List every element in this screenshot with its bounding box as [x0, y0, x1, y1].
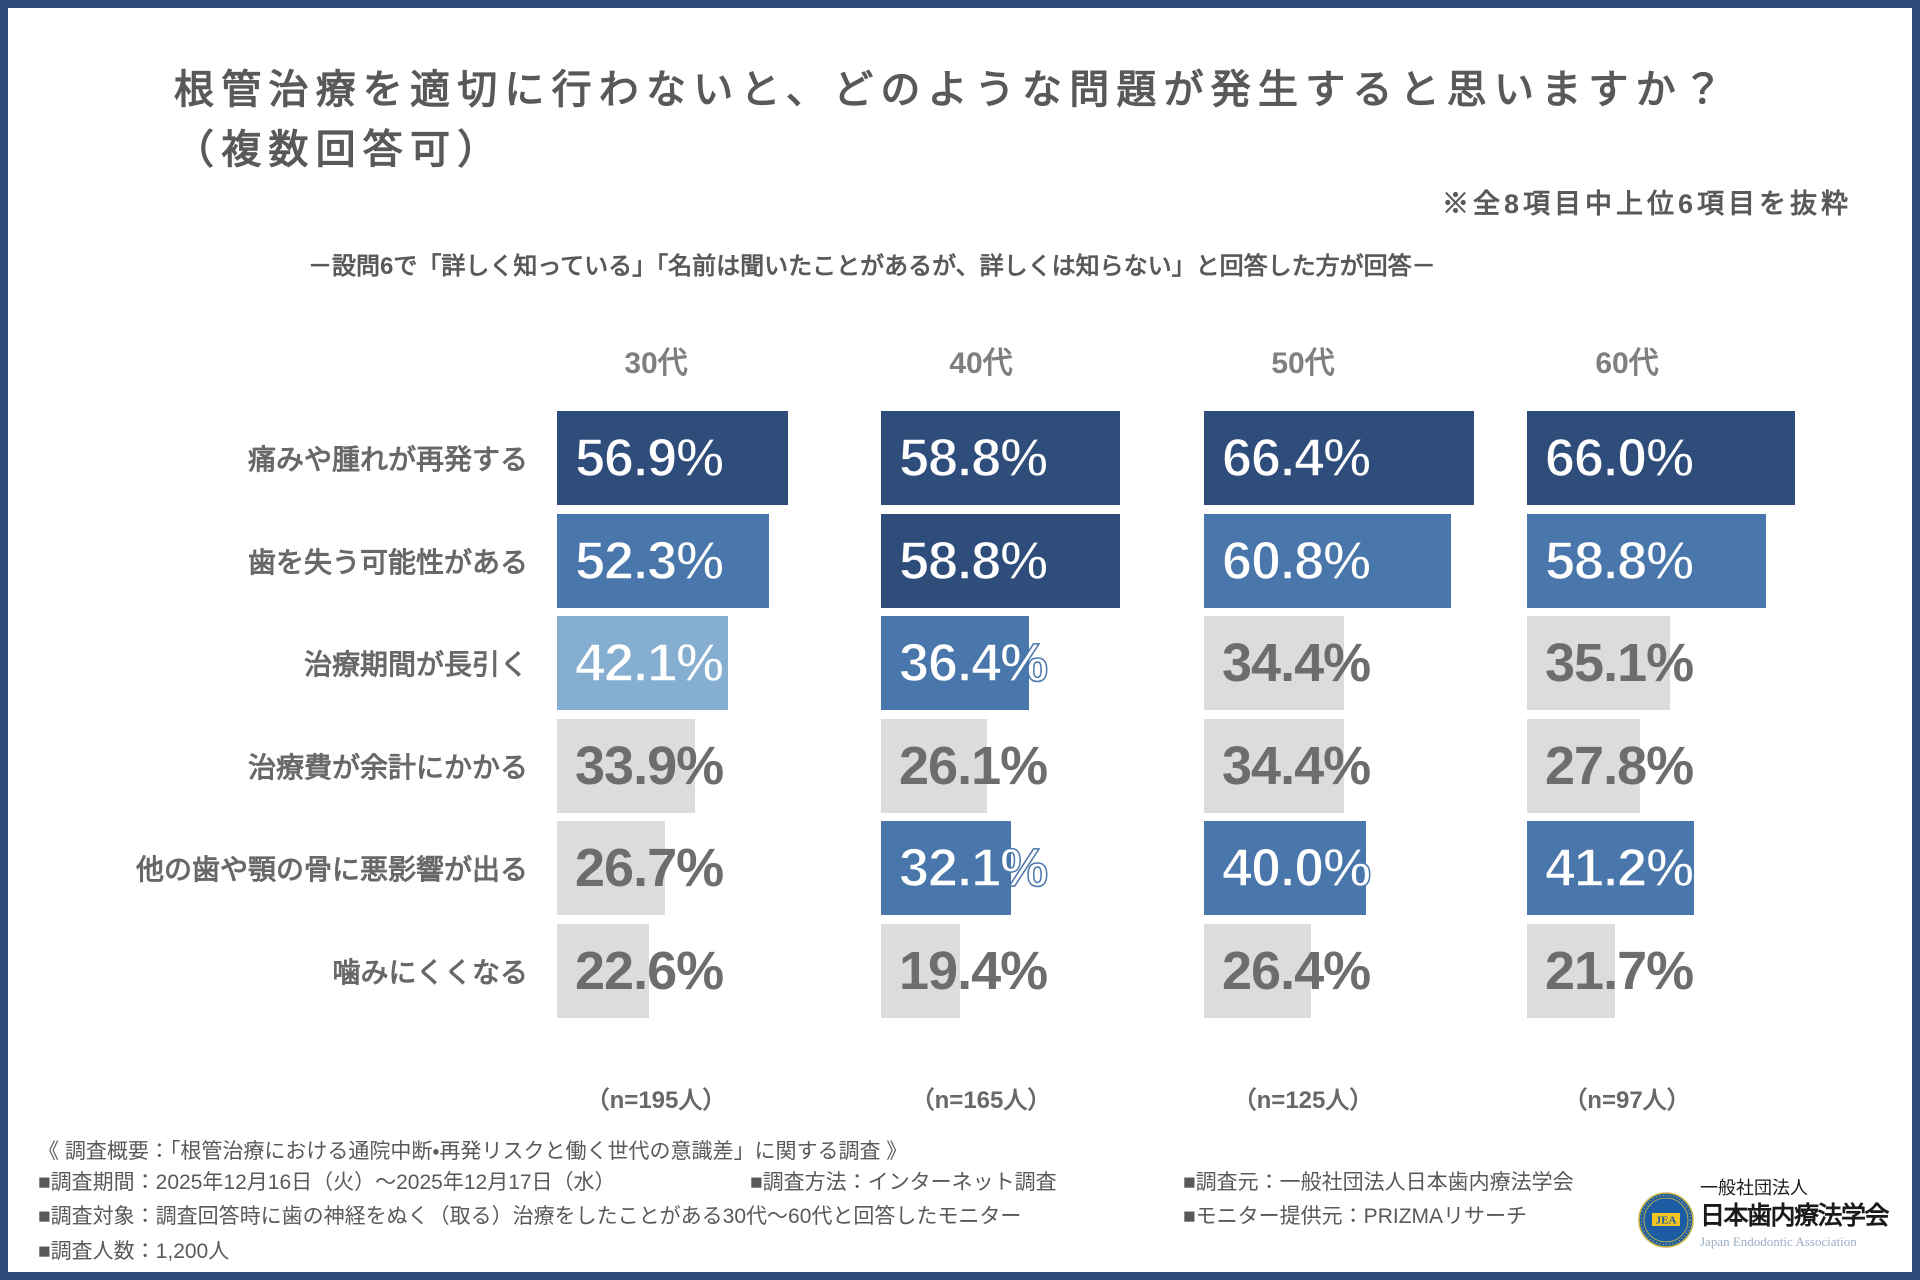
svg-text:JEA: JEA: [1656, 1215, 1677, 1227]
